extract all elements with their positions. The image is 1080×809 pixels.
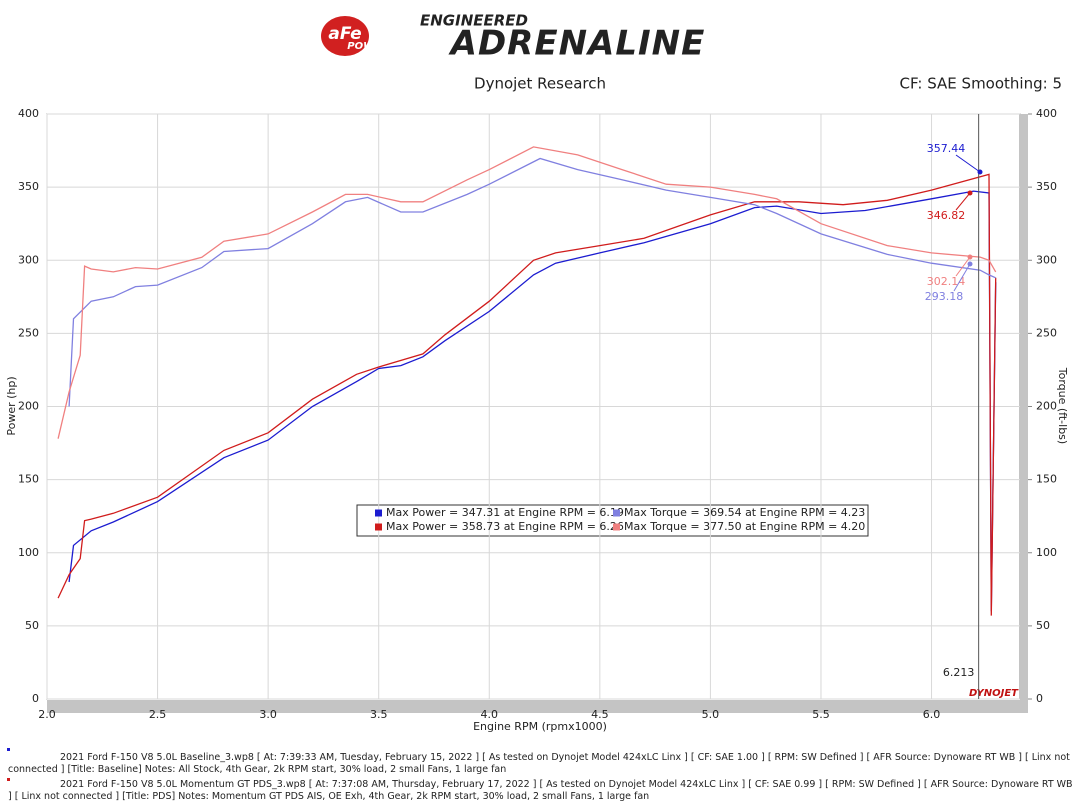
x-tick-label: 4.0	[481, 708, 499, 721]
y2-tick-label: 350	[1036, 180, 1057, 193]
y-axis-title: Power (hp)	[5, 376, 18, 435]
annotation: 346.82	[927, 209, 966, 222]
x-tick-label: 6.0	[923, 708, 941, 721]
y2-axis-title: Torque (ft-lbs)	[1056, 367, 1069, 444]
x-tick-label: 5.5	[812, 708, 830, 721]
annotation: 293.18	[925, 290, 964, 303]
y2-tick-label: 50	[1036, 619, 1050, 632]
y-tick-label: 0	[32, 692, 39, 705]
annotation-arrow	[953, 263, 971, 292]
y2-tick-label: 400	[1036, 107, 1057, 120]
y2-tick-label: 150	[1036, 473, 1057, 486]
chart-title: Dynojet Research	[474, 75, 606, 93]
y-tick-label: 350	[18, 180, 39, 193]
brand-top: ENGINEERED	[420, 12, 528, 30]
y-tick-label: 150	[18, 473, 39, 486]
x-tick-label: 3.5	[370, 708, 388, 721]
x-tick-label: 5.0	[702, 708, 720, 721]
run2-marker	[7, 778, 10, 781]
y-tick-label: 50	[25, 619, 39, 632]
x-tick-label: 3.0	[259, 708, 277, 721]
series-line	[57, 173, 997, 616]
y2-tick-label: 200	[1036, 400, 1057, 413]
legend	[356, 504, 869, 537]
y2-tick-label: 300	[1036, 253, 1057, 266]
x-tick-label: 2.0	[38, 708, 56, 721]
run1-notes: 2021 Ford F-150 V8 5.0L Baseline_3.wp8 […	[8, 752, 1070, 775]
brand: ADRENALINE	[448, 24, 706, 64]
annotation: 357.44	[927, 142, 966, 155]
annotation-head	[967, 190, 973, 196]
y-tick-label: 100	[18, 546, 39, 559]
series-line	[68, 190, 997, 612]
logo: aFe	[328, 24, 361, 44]
annotation-arrow	[955, 192, 971, 211]
run1-marker	[7, 748, 10, 751]
annotation-arrow	[955, 256, 971, 277]
annotation: 302.14	[927, 275, 966, 288]
y2-tick-label: 0	[1036, 692, 1043, 705]
series-line	[57, 146, 997, 439]
y-tick-label: 250	[18, 326, 39, 339]
y-tick-label: 200	[18, 400, 39, 413]
series-line	[68, 157, 996, 407]
x-tick-label: 4.5	[591, 708, 609, 721]
y2-bar	[1020, 114, 1028, 713]
chart-subtitle: CF: SAE Smoothing: 5	[899, 75, 1062, 93]
annotation-arrow	[955, 154, 981, 173]
legend-label: Max Torque = 369.54 at Engine RPM = 4.23	[624, 506, 865, 519]
legend-swatch	[613, 523, 620, 531]
watermark: DYNOJET	[969, 688, 1019, 699]
y2-tick-label: 250	[1036, 326, 1057, 339]
x-scrollbar	[47, 700, 1020, 713]
y2-tick-label: 100	[1036, 546, 1057, 559]
logo-sub: POWER	[347, 41, 388, 52]
annotation-head	[977, 169, 983, 175]
legend-swatch	[375, 509, 382, 517]
y-tick-label: 400	[18, 107, 39, 120]
legend-label: Max Power = 358.73 at Engine RPM = 6.26	[386, 520, 624, 533]
logo-badge	[321, 16, 369, 56]
legend-swatch	[613, 509, 620, 517]
x-axis-title: Engine RPM (rpmx1000)	[473, 720, 607, 733]
annotation-head	[967, 254, 973, 260]
legend-label: Max Power = 347.31 at Engine RPM = 6.19	[386, 506, 624, 519]
annotation-head	[967, 261, 973, 267]
chart: aFe POWER ENGINEERED ADRENALINE Dynojet …	[5, 12, 1069, 734]
legend-label: Max Torque = 377.50 at Engine RPM = 4.20	[624, 520, 865, 533]
x-tick-label: 2.5	[149, 708, 167, 721]
cursor-label: 6.213	[943, 666, 975, 679]
y-tick-label: 300	[18, 253, 39, 266]
run2-notes: 2021 Ford F-150 V8 5.0L Momentum GT PDS_…	[8, 779, 1073, 802]
legend-swatch	[375, 523, 382, 531]
